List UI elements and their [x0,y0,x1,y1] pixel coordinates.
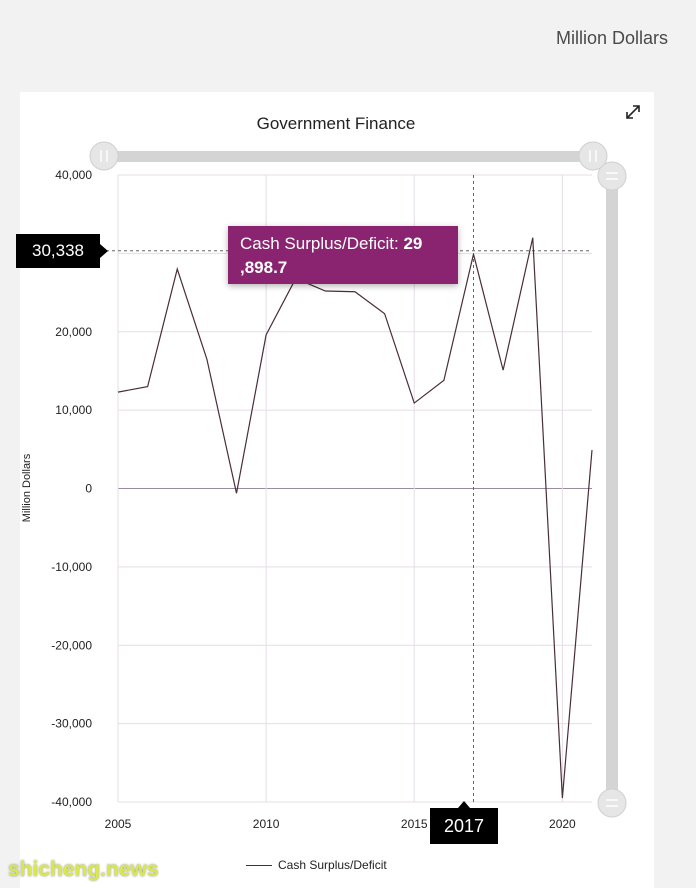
y-tick-label: -20,000 [51,638,92,652]
data-point[interactable] [587,445,597,455]
y-range-track[interactable] [606,176,618,803]
legend-label: Cash Surplus/Deficit [278,858,387,872]
x-range-handle-right[interactable] [578,141,608,171]
data-point[interactable] [409,398,419,408]
x-range-track[interactable] [104,151,594,162]
x-tick-label: 2010 [253,817,280,831]
data-point[interactable] [557,793,567,803]
data-point[interactable] [261,330,271,340]
legend-swatch [246,864,272,866]
y-axis-label: Million Dollars [21,453,33,522]
y-tick-label: -40,000 [51,795,92,809]
data-point[interactable] [143,382,153,392]
y-tick-label: 0 [85,482,92,496]
data-point[interactable] [380,309,390,319]
x-tick-label: 2020 [549,817,576,831]
data-point[interactable] [350,287,360,297]
unit-header-label: Million Dollars [555,28,668,48]
y-tick-label: 10,000 [55,403,92,417]
data-point[interactable] [113,387,123,397]
crosshair-x-value: 2017 [430,801,498,844]
data-point[interactable] [202,354,212,364]
data-point[interactable] [528,233,538,243]
data-point[interactable] [232,488,242,498]
chart-card [20,92,654,888]
expand-icon[interactable] [622,101,644,123]
tooltip-series: Cash Surplus/Deficit: [240,234,404,253]
data-point[interactable] [320,286,330,296]
data-point[interactable] [498,365,508,375]
tick-layer: 40,000 20,000 10,000 0 -10,000 -20,000 -30,000… [51,168,576,831]
y-range-handle-top[interactable] [597,161,627,191]
chart-title: Government Finance [256,114,416,133]
data-point[interactable] [172,264,182,274]
y-tick-label: 20,000 [55,325,92,339]
data-point[interactable] [439,375,449,385]
y-range-handle-bottom[interactable] [597,788,627,818]
data-point[interactable] [469,249,479,259]
crosshair-y-value: 30,338 [16,234,108,268]
data-tooltip: Cash Surplus/Deficit: 29 ,898.7 [228,226,458,284]
x-range-handle-left[interactable] [89,141,119,171]
tooltip-value-line2: ,898.7 [240,258,288,277]
y-tick-label: -30,000 [51,717,92,731]
tooltip-value-line1: 29 [403,234,423,253]
y-tick-label: 40,000 [55,168,92,182]
watermark: shicheng.news [8,858,159,881]
chart-legend[interactable]: Cash Surplus/Deficit [246,858,387,872]
x-tick-label: 2005 [105,817,132,831]
series-layer [113,233,597,803]
y-tick-label: -10,000 [51,560,92,574]
series-line-cash-surplus-deficit[interactable] [117,237,593,799]
x-tick-label: 2015 [401,817,428,831]
